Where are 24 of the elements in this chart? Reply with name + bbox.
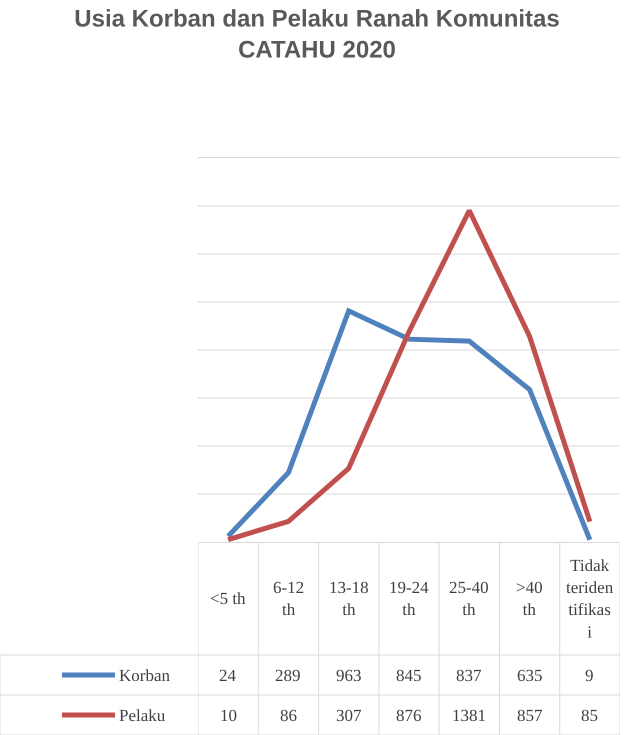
data-label: 24 xyxy=(219,666,236,685)
data-label: 857 xyxy=(517,706,543,725)
x-tick-label: 6-12 th xyxy=(273,578,304,620)
x-tick-label: <5 th xyxy=(210,589,246,608)
data-label: 85 xyxy=(581,706,598,725)
x-tick-label: >40 th xyxy=(516,578,543,620)
x-tick-label: 19-24 th xyxy=(389,578,430,620)
data-label: 876 xyxy=(396,706,422,725)
x-tick-label: 13-18 th xyxy=(329,578,369,620)
data-label: 9 xyxy=(585,666,594,685)
data-label: 10 xyxy=(220,706,237,725)
data-label: 86 xyxy=(280,706,297,725)
legend-label: Korban xyxy=(119,666,170,685)
data-label: 845 xyxy=(396,666,422,685)
data-label: 837 xyxy=(456,666,482,685)
data-label: 1381 xyxy=(452,706,486,725)
data-label: 963 xyxy=(336,666,362,685)
x-tick-label: Tidak teridentifikasi xyxy=(566,556,614,642)
x-tick-label: 25-40 th xyxy=(449,578,489,620)
legend-label: Pelaku xyxy=(119,706,166,725)
chart-title: Usia Korban dan Pelaku Ranah Komunitas CATAHU 2020 xyxy=(74,5,560,64)
data-label: 635 xyxy=(517,666,542,685)
data-label: 307 xyxy=(336,706,362,725)
data-label: 289 xyxy=(275,666,300,685)
